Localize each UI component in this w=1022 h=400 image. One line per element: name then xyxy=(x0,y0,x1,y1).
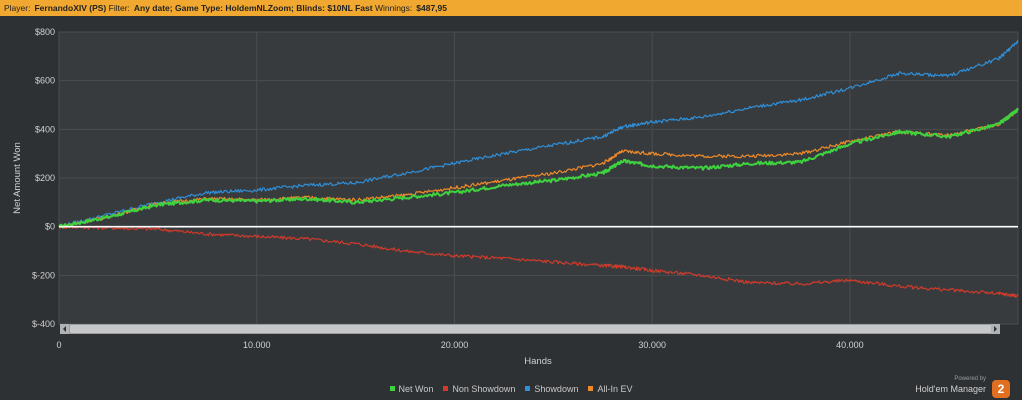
x-tick-label: 0 xyxy=(56,340,61,350)
x-tick-label: 30.000 xyxy=(638,340,666,350)
series-line-net-won xyxy=(58,107,1019,229)
brand-name: Hold'em Manager xyxy=(915,384,986,394)
y-axis: $-400 $-200 $0 $200 $400 $600 $800 xyxy=(32,27,55,329)
y-tick-label: $0 xyxy=(45,222,55,232)
brand-block: Powered by Hold'em Manager 2 xyxy=(915,376,1016,398)
y-tick-label: $-400 xyxy=(32,319,55,329)
x-axis-label: Hands xyxy=(524,356,552,367)
horizontal-scrollbar[interactable] xyxy=(60,324,1000,334)
powered-by-text: Powered by xyxy=(954,376,986,382)
y-tick-label: $400 xyxy=(35,124,55,134)
legend-swatch xyxy=(389,386,395,392)
legend-swatch xyxy=(588,386,594,392)
filter-label: Filter: xyxy=(108,3,130,13)
y-axis-label: Net Amount Won xyxy=(12,142,23,214)
legend-label: All-In EV xyxy=(597,384,633,394)
x-tick-label: 40.000 xyxy=(836,340,864,350)
legend-swatch xyxy=(443,386,449,392)
legend-item[interactable]: Showdown xyxy=(525,384,578,394)
winnings-value: $487,95 xyxy=(416,3,447,13)
legend-item[interactable]: Net Won xyxy=(389,384,434,394)
legend-label: Showdown xyxy=(534,384,579,394)
series-lines xyxy=(58,40,1019,298)
player-label: Player: xyxy=(4,3,31,13)
legend-label: Non Showdown xyxy=(452,384,516,394)
series-line-non-showdown xyxy=(58,225,1019,298)
series-line-showdown xyxy=(58,40,1019,228)
y-tick-label: $800 xyxy=(35,27,55,37)
player-value: FernandoXIV (PS) xyxy=(34,3,107,13)
hm2-logo-icon: 2 xyxy=(992,380,1010,398)
legend-label: Net Won xyxy=(398,384,434,394)
filter-value: Any date; Game Type: HoldemNLZoom; Blind… xyxy=(133,3,373,13)
filter-bar: Player: FernandoXIV (PS) Filter: Any date;… xyxy=(0,0,1022,16)
x-tick-label: 20.000 xyxy=(441,340,469,350)
x-axis: 0 10.000 20.000 30.000 40.000 xyxy=(56,340,863,350)
y-tick-label: $-200 xyxy=(32,270,55,280)
legend-item[interactable]: Non Showdown xyxy=(443,384,515,394)
scroll-left-icon xyxy=(63,326,66,332)
x-tick-label: 10.000 xyxy=(243,340,271,350)
legend-item[interactable]: All-In EV xyxy=(588,384,632,394)
winnings-chart: $-400 $-200 $0 $200 $400 $600 $800 0 10.000 20.0… xyxy=(12,27,1019,367)
winnings-label: Winnings: xyxy=(374,3,413,13)
chart-legend: Net Won Non Showdown Showdown All-In EV xyxy=(0,384,1022,396)
scrollbar-thumb[interactable] xyxy=(70,325,992,333)
legend-swatch xyxy=(525,386,531,392)
scroll-right-icon xyxy=(994,326,997,332)
y-tick-label: $200 xyxy=(35,173,55,183)
y-tick-label: $600 xyxy=(35,76,55,86)
